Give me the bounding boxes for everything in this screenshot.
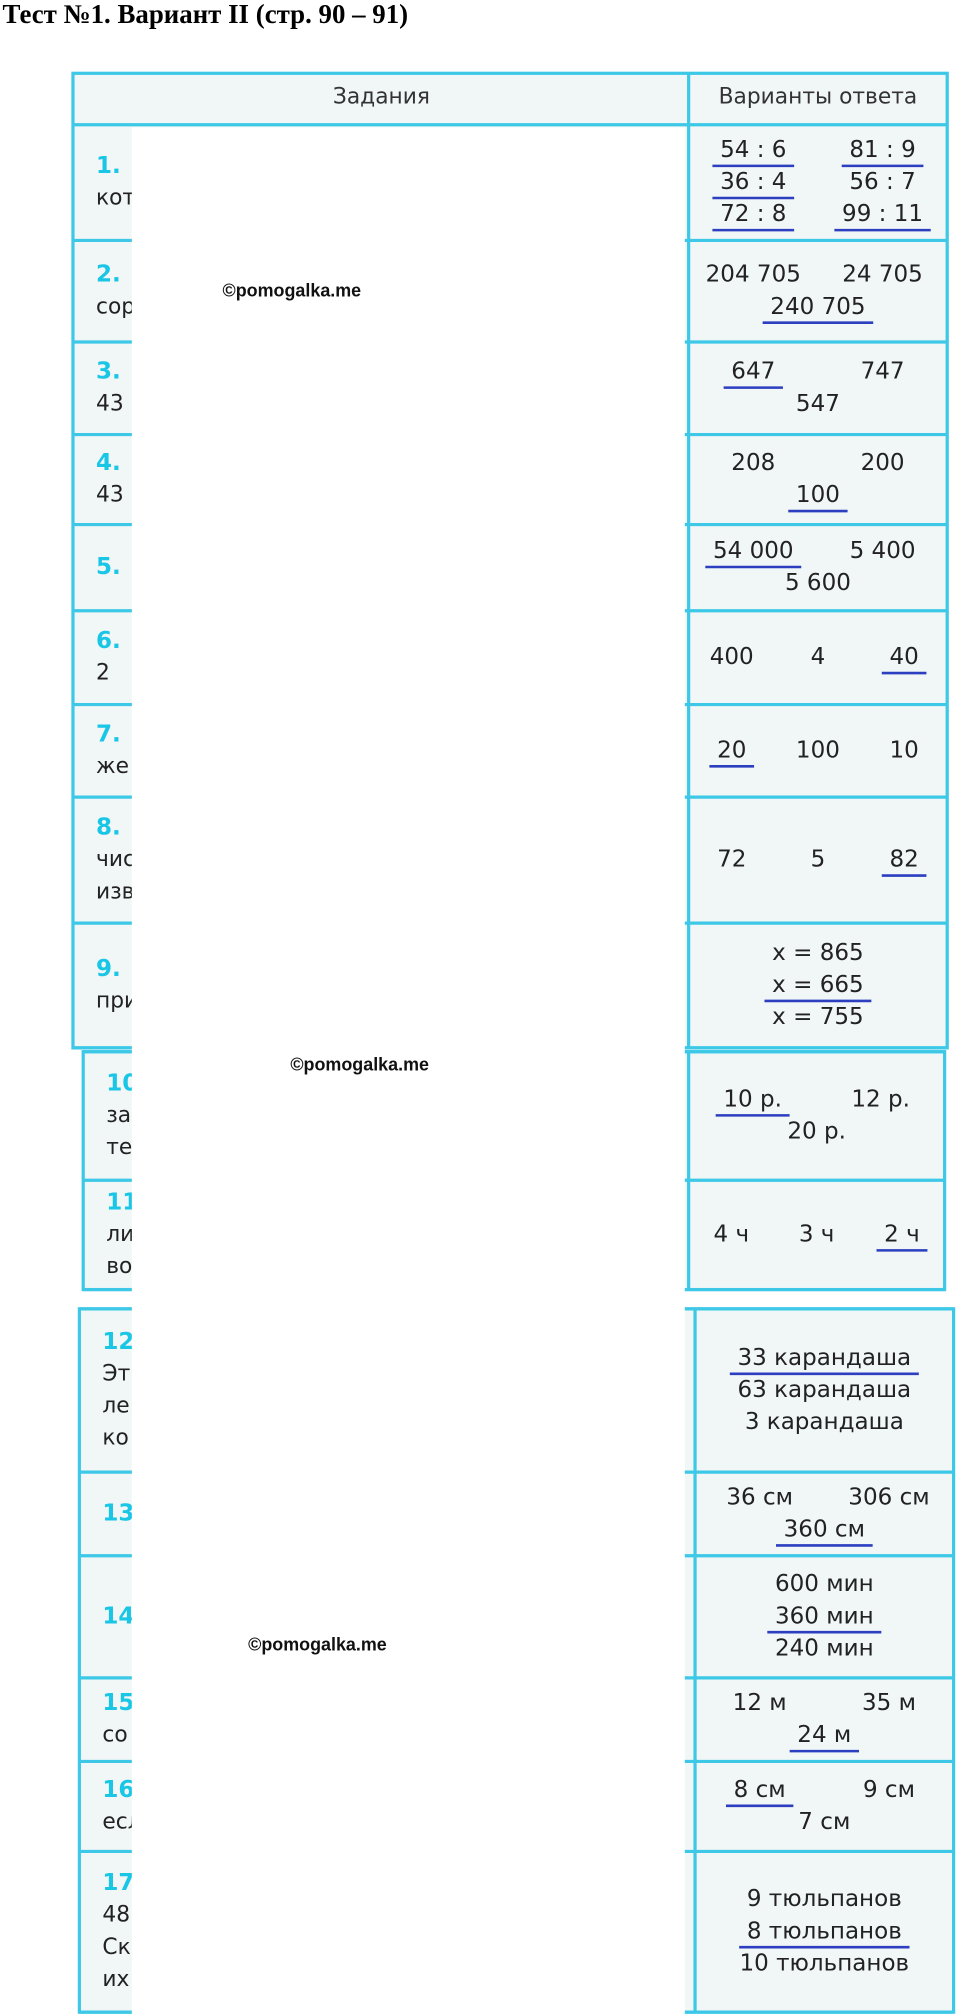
task-fragment: со	[102, 1723, 127, 1748]
task-number: 9.	[96, 956, 121, 982]
answer-option: 360 мин	[775, 1603, 874, 1629]
answer-option: 72	[717, 847, 746, 873]
answer-option: 600 мин	[775, 1571, 874, 1597]
answer-option: 10	[889, 737, 918, 763]
answer-option: 82	[889, 847, 918, 873]
answer-option: 81 : 9	[849, 137, 915, 163]
answer-option: 5 400	[850, 538, 916, 564]
answer-option: 8 тюльпанов	[747, 1918, 902, 1944]
task-number: 12	[102, 1329, 134, 1355]
task-fragment: Эт	[102, 1361, 130, 1386]
answer-option: 306 см	[848, 1484, 929, 1510]
answer-option: 5	[811, 847, 826, 873]
task-number: 17	[102, 1870, 134, 1896]
task-fragment: ле	[102, 1394, 129, 1419]
answer-option: 35 м	[862, 1690, 916, 1716]
table: Задания Варианты ответа 1. кот 54 : 6 81 : 9 3…	[71, 71, 956, 2015]
answer-option: 72 : 8	[720, 201, 786, 227]
answer-option: 40	[889, 644, 918, 670]
answer-option: 36 см	[726, 1484, 793, 1510]
answer-option: 9 см	[863, 1777, 915, 1803]
page-title: Тест №1. Вариант II (стр. 90 – 91)	[3, 0, 409, 29]
task-fragment: же	[96, 754, 129, 779]
watermark: ©pomogalka.me	[290, 1055, 429, 1075]
answer-option: 240 705	[770, 294, 865, 320]
task-fragment: 2	[96, 661, 110, 686]
answer-option: 4 ч	[714, 1221, 750, 1247]
task-fragment: 48	[102, 1903, 130, 1928]
answer-option: x = 755	[772, 1004, 864, 1030]
answer-option: 10 тюльпанов	[740, 1950, 910, 1976]
answer-option: 200	[861, 450, 905, 476]
task-fragment: кот	[96, 186, 135, 211]
task-number: 4.	[96, 450, 121, 476]
task-fragment: те	[106, 1135, 132, 1160]
answer-option: 204 705	[706, 262, 801, 288]
answer-option: 647	[731, 359, 775, 385]
task-number: 1.	[96, 153, 121, 179]
answer-option: 24 м	[797, 1722, 851, 1748]
answer-option: 547	[796, 391, 840, 417]
answer-option: 12 р.	[851, 1086, 910, 1112]
column-header: Задания	[333, 85, 430, 110]
task-fragment: 43	[96, 483, 124, 508]
answer-option: 20	[717, 737, 746, 763]
answer-option: 24 705	[842, 262, 923, 288]
task-fragment: Ск	[102, 1935, 130, 1960]
task-number: 15	[102, 1690, 134, 1716]
answer-option: 10 р.	[723, 1086, 782, 1112]
answer-option: 400	[710, 644, 754, 670]
task-fragment: 43	[96, 391, 124, 416]
answer-option: 8 см	[734, 1777, 786, 1803]
answer-option: 4	[811, 644, 826, 670]
answer-option: 100	[796, 482, 840, 508]
task-fragment: ко	[102, 1426, 128, 1451]
answer-option: 7 см	[798, 1809, 850, 1835]
answer-option: 9 тюльпанов	[747, 1886, 902, 1912]
blank-area	[131, 127, 685, 2015]
answer-option: 5 600	[785, 570, 851, 596]
task-fragment: чис	[96, 847, 135, 872]
answer-option: 54 000	[713, 538, 794, 564]
task-number: 2.	[96, 262, 121, 288]
answer-option: 56 : 7	[849, 169, 915, 195]
task-fragment: при	[96, 989, 138, 1014]
answer-option: 20 р.	[787, 1119, 846, 1145]
answer-option: 63 карандаша	[737, 1377, 911, 1403]
column-header: Варианты ответа	[719, 85, 918, 110]
watermark: ©pomogalka.me	[248, 1634, 387, 1654]
watermark: ©pomogalka.me	[223, 281, 362, 301]
answer-option: x = 865	[772, 940, 864, 966]
task-fragment: их	[102, 1967, 129, 1992]
task-number: 5.	[96, 554, 121, 580]
answer-option: 54 : 6	[720, 137, 786, 163]
task-number: 13	[102, 1500, 134, 1526]
answer-option: 360 см	[784, 1516, 865, 1542]
answer-option: 33 карандаша	[737, 1345, 911, 1371]
answer-option: 240 мин	[775, 1635, 874, 1661]
answer-option: x = 665	[772, 972, 864, 998]
task-number: 14	[102, 1603, 134, 1629]
task-fragment: ли	[106, 1222, 134, 1247]
task-number: 8.	[96, 814, 121, 840]
task-fragment: изв	[96, 879, 135, 904]
answer-option: 36 : 4	[720, 169, 786, 195]
answer-option: 208	[731, 450, 775, 476]
answer-option: 99 : 11	[842, 201, 923, 227]
answer-option: 100	[796, 737, 840, 763]
answer-option: 12 м	[733, 1690, 787, 1716]
answer-option: 747	[861, 359, 905, 385]
answer-option: 3 карандаша	[745, 1409, 904, 1435]
task-number: 3.	[96, 359, 121, 385]
task-fragment: сор	[96, 294, 135, 319]
task-fragment: во	[106, 1254, 132, 1279]
task-fragment: за	[106, 1103, 131, 1128]
answer-option: 3 ч	[799, 1221, 835, 1247]
answer-option: 2 ч	[884, 1221, 920, 1247]
task-number: 6.	[96, 628, 121, 654]
task-number: 7.	[96, 721, 121, 747]
